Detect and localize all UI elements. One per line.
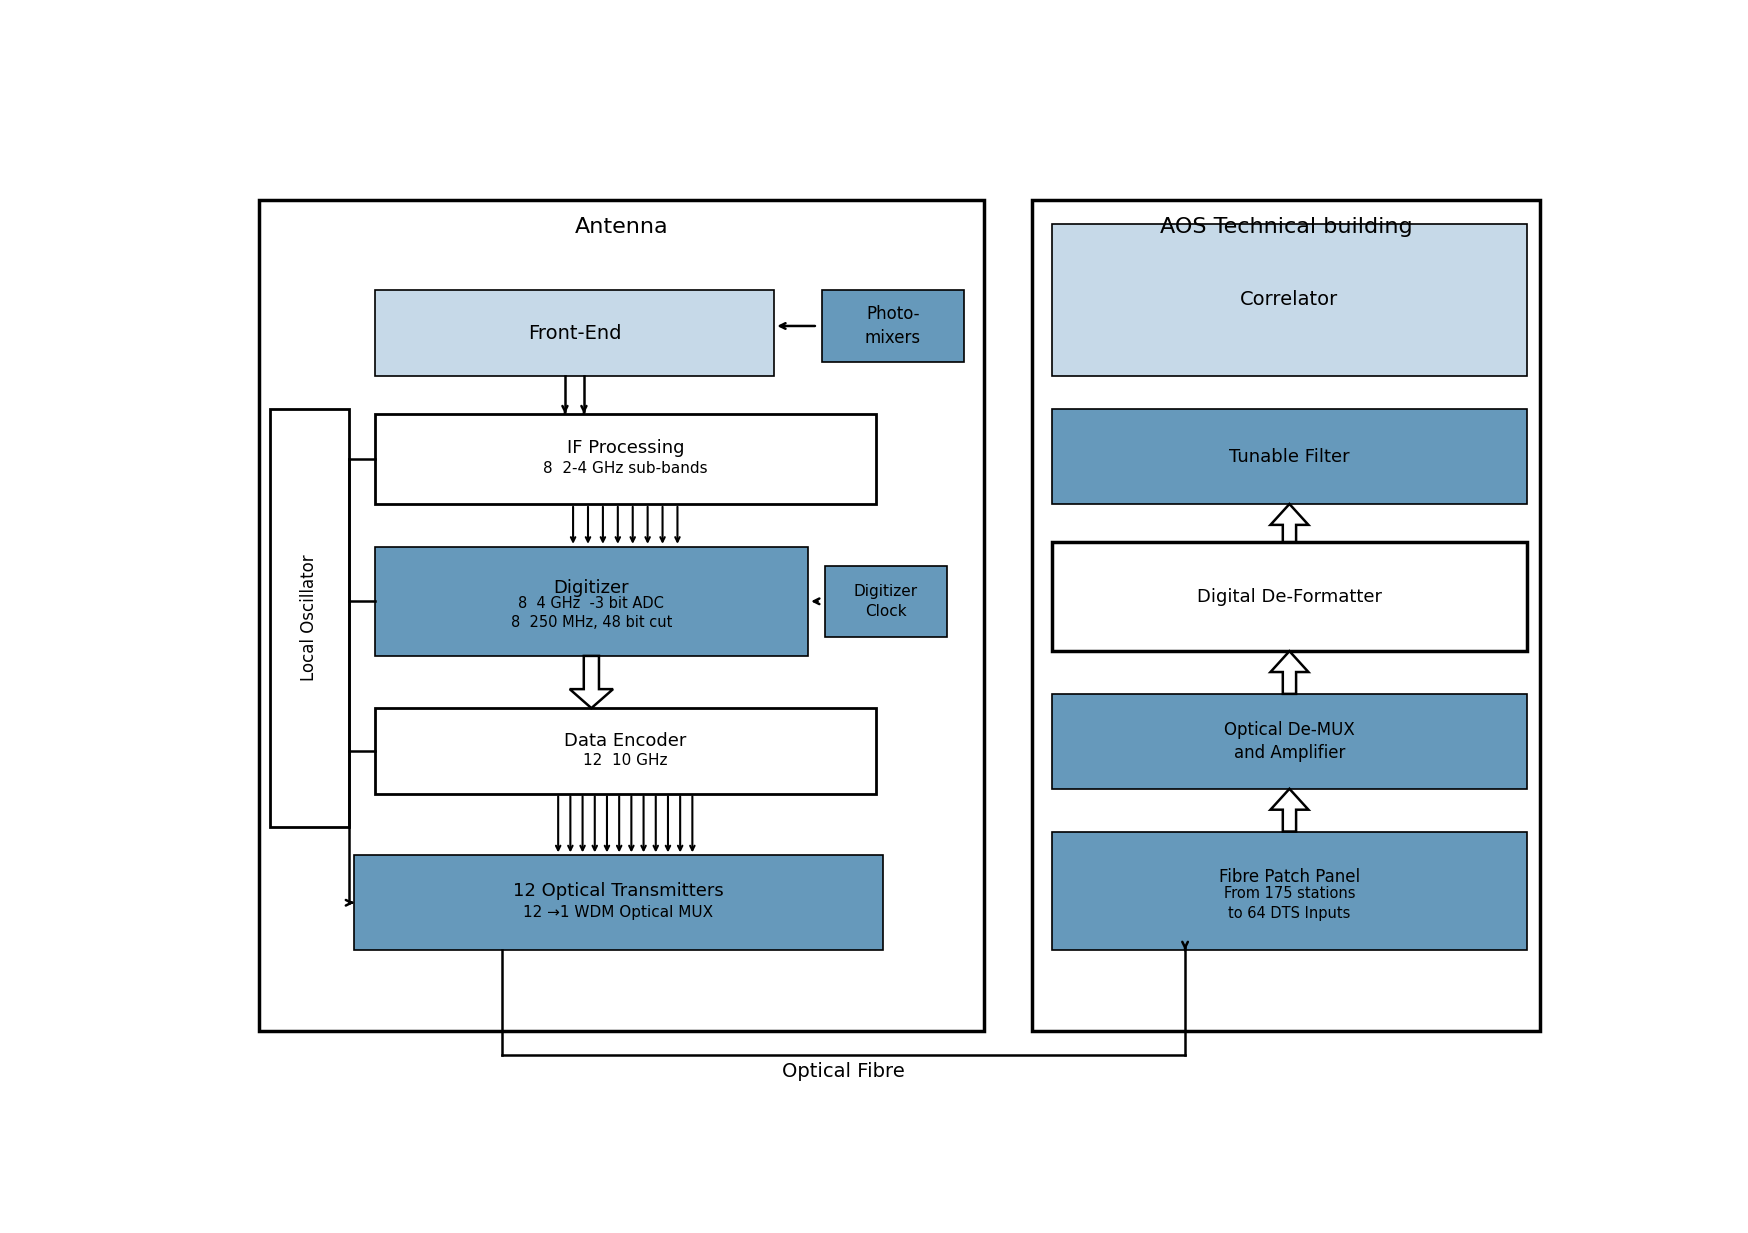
Text: 12  10 GHz: 12 10 GHz: [582, 752, 668, 768]
Text: 8  2-4 GHz sub-bands: 8 2-4 GHz sub-bands: [542, 461, 708, 476]
Text: 12 →1 WDM Optical MUX: 12 →1 WDM Optical MUX: [523, 905, 713, 921]
Bar: [374, 414, 876, 504]
Text: Data Encoder: Data Encoder: [565, 731, 685, 750]
Bar: [1052, 694, 1526, 789]
FancyArrow shape: [570, 656, 614, 708]
Bar: [822, 291, 963, 361]
Text: Optical Fibre: Optical Fibre: [781, 1063, 904, 1081]
Text: Digital De-Formatter: Digital De-Formatter: [1196, 588, 1381, 605]
Bar: [1052, 409, 1526, 504]
Text: Photo-
mixers: Photo- mixers: [865, 306, 921, 346]
Text: From 175 stations
to 64 DTS Inputs: From 175 stations to 64 DTS Inputs: [1224, 887, 1355, 921]
Bar: [353, 856, 883, 951]
Text: Optical De-MUX
and Amplifier: Optical De-MUX and Amplifier: [1224, 720, 1355, 762]
Bar: [1052, 224, 1526, 376]
Bar: [374, 708, 876, 794]
Text: 8  4 GHz  -3 bit ADC
8  250 MHz, 48 bit cut: 8 4 GHz -3 bit ADC 8 250 MHz, 48 bit cut: [510, 596, 671, 630]
Text: Digitizer
Clock: Digitizer Clock: [853, 584, 918, 619]
Text: Local Oscillator: Local Oscillator: [301, 555, 318, 681]
Text: Front-End: Front-End: [528, 323, 621, 343]
Text: Antenna: Antenna: [575, 217, 668, 237]
Text: Tunable Filter: Tunable Filter: [1229, 448, 1349, 466]
Text: Fibre Patch Panel: Fibre Patch Panel: [1218, 868, 1360, 885]
FancyArrow shape: [1269, 504, 1308, 543]
Bar: [823, 566, 946, 637]
Text: Digitizer: Digitizer: [554, 580, 629, 597]
Bar: [1052, 543, 1526, 651]
Text: AOS Technical building: AOS Technical building: [1159, 217, 1412, 237]
Text: Correlator: Correlator: [1239, 290, 1337, 309]
Bar: [374, 546, 808, 656]
FancyArrow shape: [1269, 651, 1308, 694]
Bar: [374, 290, 774, 376]
Text: IF Processing: IF Processing: [566, 439, 683, 457]
Bar: [1031, 200, 1540, 1031]
Bar: [1052, 831, 1526, 951]
Bar: [259, 200, 984, 1031]
Text: 12 Optical Transmitters: 12 Optical Transmitters: [512, 883, 724, 900]
Bar: [269, 409, 348, 827]
FancyArrow shape: [1269, 789, 1308, 831]
